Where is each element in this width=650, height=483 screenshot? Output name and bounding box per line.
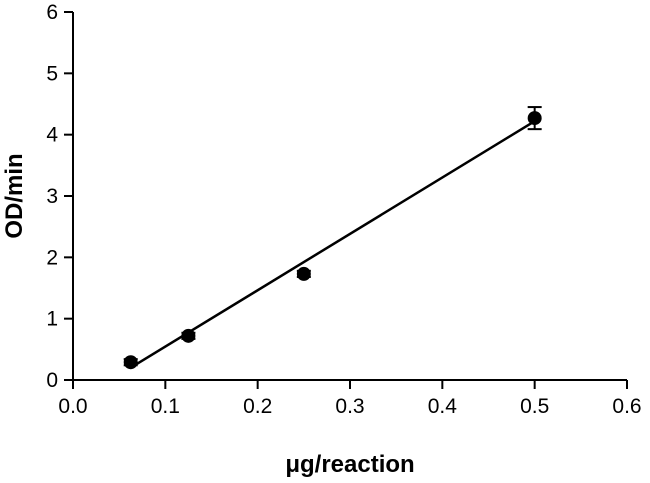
data-point xyxy=(527,111,542,126)
data-point xyxy=(181,328,196,343)
y-tick-label: 4 xyxy=(46,124,58,147)
x-tick-label: 0.4 xyxy=(428,395,458,418)
y-tick-label: 0 xyxy=(46,369,58,392)
x-tick-label: 0.3 xyxy=(335,395,364,418)
y-tick-label: 2 xyxy=(46,246,58,269)
y-tick-label: 5 xyxy=(46,62,58,85)
x-tick-label: 0.6 xyxy=(612,395,641,418)
data-points xyxy=(123,106,542,370)
x-tick-label: 0.5 xyxy=(520,395,549,418)
x-tick-label: 0.1 xyxy=(151,395,180,418)
y-tick-label: 3 xyxy=(46,185,58,208)
x-tick-label: 0.2 xyxy=(243,395,272,418)
data-point xyxy=(296,266,311,281)
x-ticks: 0.0 0.1 0.2 0.3 0.4 0.5 0.6 xyxy=(58,380,642,418)
y-ticks: 0 1 2 3 4 5 6 xyxy=(46,1,73,392)
x-axis-title: μg/reaction xyxy=(285,451,414,478)
x-tick-label: 0.0 xyxy=(58,395,87,418)
fit-line-group xyxy=(130,120,536,369)
data-point xyxy=(123,355,138,370)
y-tick-label: 1 xyxy=(46,308,58,331)
y-axis-title: OD/min xyxy=(1,153,28,238)
fit-line xyxy=(130,120,536,369)
y-tick-label: 6 xyxy=(46,1,58,24)
